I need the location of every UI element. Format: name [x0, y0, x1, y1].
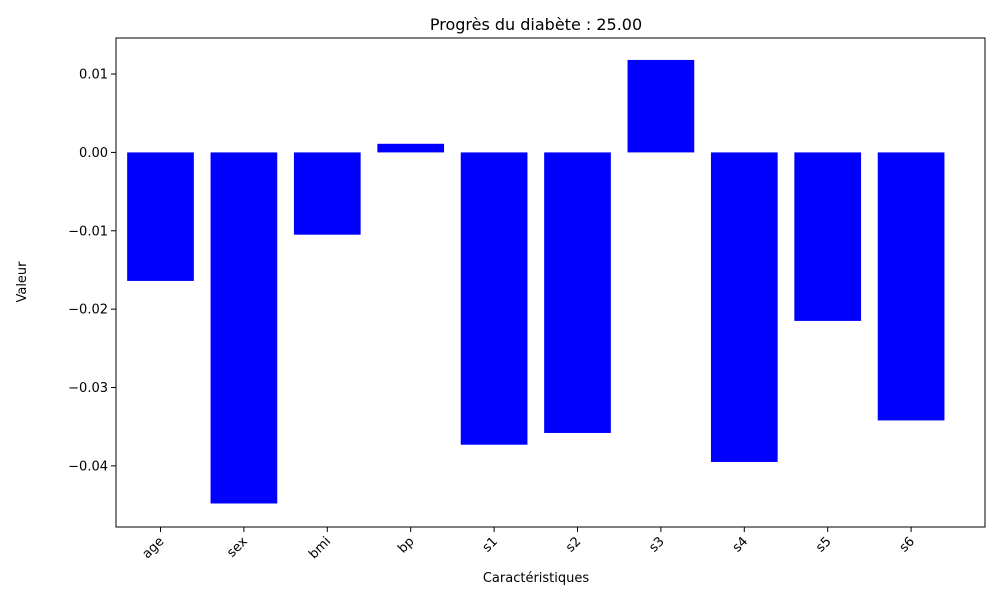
bar-s4 — [710, 152, 778, 462]
y-tick-label: −0.01 — [68, 224, 108, 239]
y-tick-label: 0.01 — [79, 68, 108, 83]
bar-age — [127, 152, 194, 281]
bar-bp — [377, 143, 445, 153]
chart-title: Progrès du diabète : 25.00 — [430, 15, 642, 34]
y-tick-label: 0.00 — [79, 146, 108, 161]
bar-sex — [210, 152, 278, 504]
bar-s5 — [794, 152, 862, 321]
bar-s2 — [544, 152, 611, 433]
plot-frame — [115, 37, 986, 528]
y-tick-label: −0.04 — [68, 459, 108, 474]
y-tick-label: −0.03 — [68, 381, 108, 396]
bars-group — [127, 59, 945, 504]
bar-s1 — [460, 152, 528, 445]
y-tick-label: −0.02 — [68, 303, 108, 318]
y-axis-label: Valeur — [15, 261, 30, 303]
bar-s3 — [627, 59, 695, 153]
x-axis-label: Caractéristiques — [483, 571, 590, 586]
bar-bmi — [293, 152, 361, 235]
bar-s6 — [877, 152, 945, 421]
y-axis: 0.01 0.00 −0.01 −0.02 −0.03 −0.04 — [68, 68, 116, 474]
